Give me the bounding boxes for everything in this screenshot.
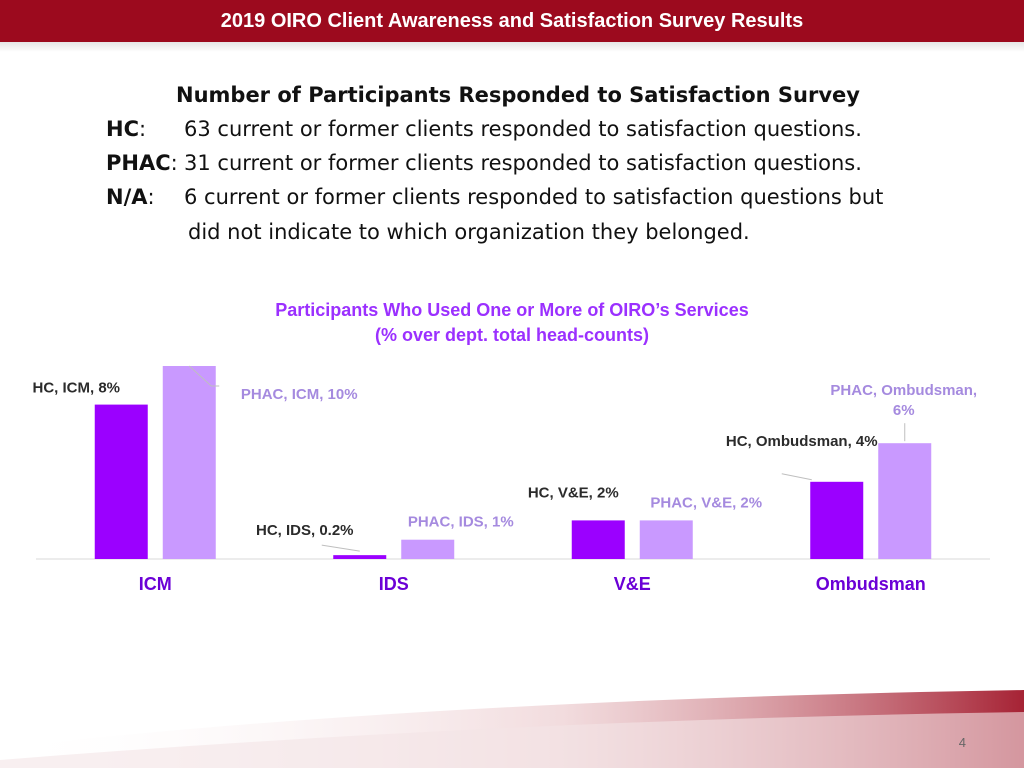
intro-row-label: HC [106,117,139,141]
chart-title: Participants Who Used One or More of OIR… [275,300,749,320]
data-label-hc-0: HC, ICM, 8% [32,380,120,397]
intro-row-hc: HC: 63 current or former clients respond… [106,117,862,141]
x-tick-label-2: V&E [614,574,651,594]
bar-hc-3 [810,481,864,559]
intro-row-text-continued: did not indicate to which organization t… [188,220,750,244]
bar-phac-3 [878,443,932,559]
intro-row-colon: : [147,185,155,209]
bar-chart: HC, ICM, 8% PHAC, ICM, 10% ICM HC, IDS, 0.2… [32,365,990,594]
intro-row-na: N/A: 6 current or former clients respond… [106,185,883,244]
x-tick-label-3: Ombudsman [816,574,926,594]
footer-decoration [0,690,1024,768]
data-label-phac-3: PHAC, Ombudsman, 6% [830,382,977,419]
intro-row-text: 6 current or former clients responded to… [184,185,884,209]
bar-hc-2 [571,520,625,559]
header-shadow [0,42,1024,52]
intro-row-label: N/A [106,185,148,209]
leader-line-hc-1 [321,544,360,552]
data-label-hc-2: HC, V&E, 2% [528,484,619,501]
x-tick-label-1: IDS [379,574,409,594]
bar-phac-1 [401,539,455,559]
intro-row-colon: : [139,117,147,141]
bar-phac-2 [639,520,693,559]
data-label-phac-2: PHAC, V&E, 2% [650,494,762,511]
slide-title: 2019 OIRO Client Awareness and Satisfact… [220,10,804,32]
chart-subtitle: (% over dept. total head-counts) [374,325,650,345]
data-label-phac-0: PHAC, ICM, 10% [241,386,358,403]
data-label-hc-1: HC, IDS, 0.2% [256,522,354,539]
intro-row-text: 63 current or former clients responded t… [184,117,862,141]
header-bar [0,0,1024,42]
intro-row-colon: : [170,151,178,175]
bar-phac-0 [162,366,216,559]
intro-row-label: PHAC [106,151,171,175]
bar-hc-1 [333,555,387,559]
intro-row-text: 31 current or former clients responded t… [184,151,862,175]
page-number: 4 [958,735,966,750]
x-tick-label-0: ICM [139,574,172,594]
data-label-phac-1: PHAC, IDS, 1% [408,514,514,531]
leader-line-phac-0 [188,365,220,387]
leader-line-hc-3 [781,473,812,481]
bar-hc-0 [94,404,148,559]
intro-heading: Number of Participants Responded to Sati… [176,83,860,107]
intro-row-phac: PHAC: 31 current or former clients respo… [106,151,862,175]
data-label-hc-3: HC, Ombudsman, 4% [726,433,878,450]
